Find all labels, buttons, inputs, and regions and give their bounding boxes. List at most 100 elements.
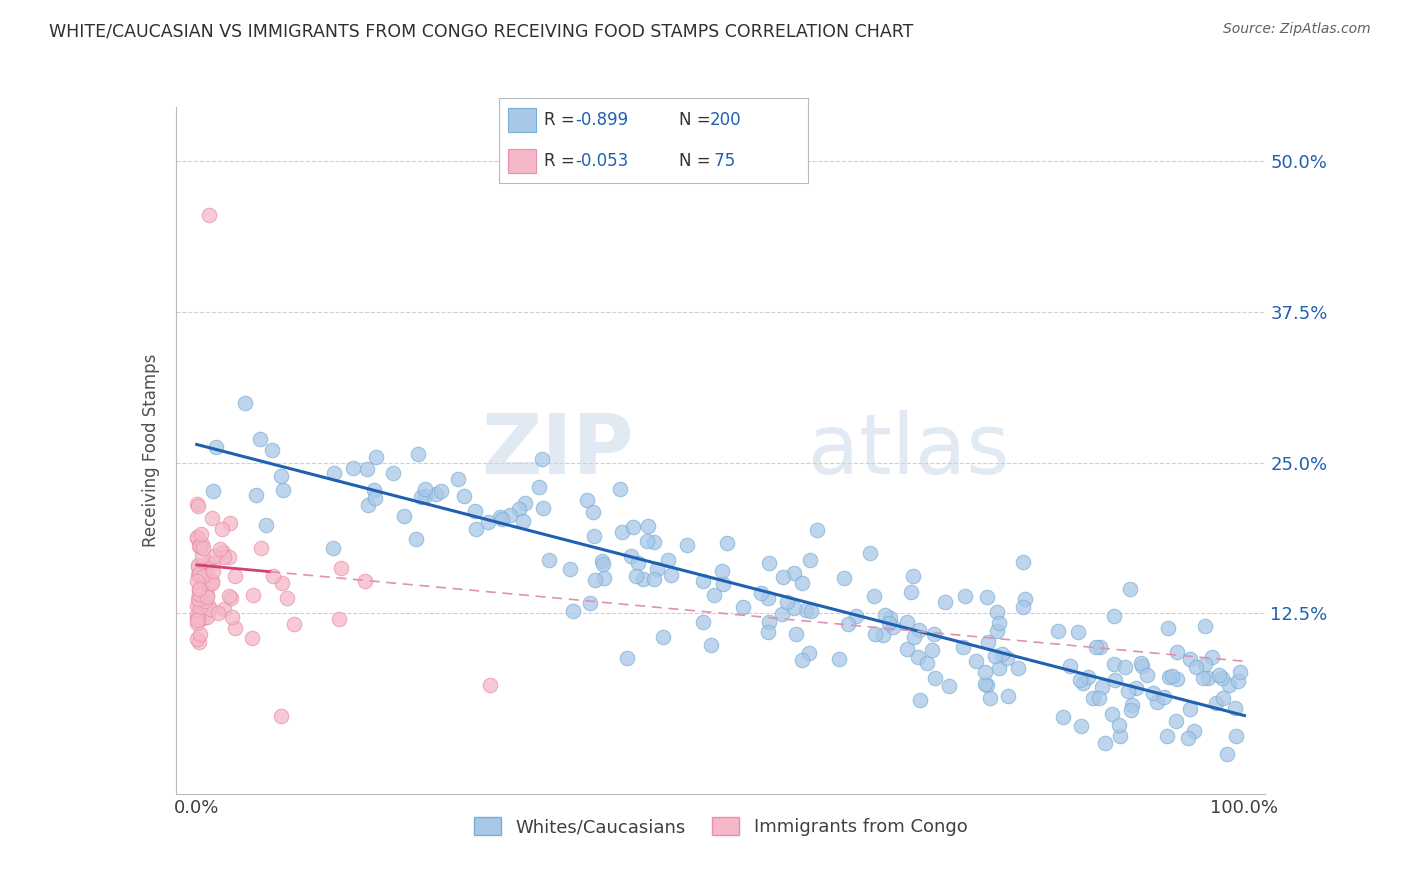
Point xyxy=(609,482,631,496)
Point xyxy=(692,615,714,629)
Point xyxy=(249,541,271,556)
Point xyxy=(1197,671,1219,685)
Point xyxy=(621,520,644,534)
Point xyxy=(1136,667,1159,681)
Point xyxy=(200,576,222,591)
Point xyxy=(1166,645,1188,659)
Point xyxy=(1208,668,1230,682)
Point xyxy=(531,500,554,515)
Point xyxy=(186,611,208,625)
Point xyxy=(1104,608,1126,623)
Point xyxy=(513,496,536,510)
Point xyxy=(186,616,208,631)
Point xyxy=(1104,673,1126,687)
Point xyxy=(733,600,755,615)
Point xyxy=(997,689,1019,703)
Point xyxy=(214,602,236,616)
Point xyxy=(186,599,208,613)
Point xyxy=(328,612,350,626)
Point xyxy=(877,615,900,630)
Point xyxy=(447,472,470,486)
Point xyxy=(193,541,215,555)
Point xyxy=(186,530,208,544)
Point xyxy=(1108,729,1130,743)
Point xyxy=(233,396,256,410)
Point xyxy=(212,545,235,559)
Point xyxy=(610,524,633,539)
Point xyxy=(1121,698,1143,712)
Point xyxy=(342,460,364,475)
Point xyxy=(537,552,560,566)
Point xyxy=(973,677,995,691)
Point xyxy=(637,519,659,533)
Point xyxy=(1116,684,1139,698)
Point xyxy=(1077,670,1099,684)
Point xyxy=(1087,691,1109,706)
Point xyxy=(1130,659,1153,673)
Point xyxy=(794,603,817,617)
Point xyxy=(191,611,214,625)
Point xyxy=(692,574,714,588)
Point xyxy=(270,708,292,723)
Text: N =: N = xyxy=(679,112,716,129)
Point xyxy=(758,615,780,629)
Point xyxy=(188,587,211,601)
Point xyxy=(262,443,284,458)
Point xyxy=(1081,691,1104,706)
Point xyxy=(619,549,641,563)
Point xyxy=(187,591,209,606)
Point xyxy=(1157,621,1180,635)
Point xyxy=(896,615,918,629)
Point xyxy=(187,567,209,582)
Point xyxy=(749,586,772,600)
Text: 75: 75 xyxy=(710,152,735,169)
Point xyxy=(837,616,859,631)
Point xyxy=(645,562,668,576)
Point xyxy=(863,589,886,603)
Point xyxy=(366,450,388,464)
Point xyxy=(1201,650,1223,665)
Point xyxy=(1052,710,1074,724)
Text: WHITE/CAUCASIAN VS IMMIGRANTS FROM CONGO RECEIVING FOOD STAMPS CORRELATION CHART: WHITE/CAUCASIAN VS IMMIGRANTS FROM CONGO… xyxy=(49,22,914,40)
Point xyxy=(198,599,221,614)
Point xyxy=(711,564,734,578)
Point xyxy=(211,522,233,536)
Point xyxy=(756,591,779,605)
Point xyxy=(711,576,734,591)
Point xyxy=(188,568,211,582)
Point xyxy=(276,591,298,606)
Point xyxy=(582,505,605,519)
Point xyxy=(357,499,380,513)
Point xyxy=(832,571,855,585)
Point xyxy=(202,549,225,563)
Point xyxy=(187,500,209,514)
Point xyxy=(986,605,1008,619)
Point xyxy=(1216,747,1239,762)
Point xyxy=(1059,659,1081,673)
Point xyxy=(1185,659,1208,673)
Point xyxy=(979,690,1001,705)
Point xyxy=(354,574,377,588)
Point xyxy=(1156,729,1178,743)
Point xyxy=(195,591,218,605)
Point xyxy=(924,671,946,685)
Point xyxy=(592,558,614,572)
Point xyxy=(783,600,806,615)
Point xyxy=(643,572,665,586)
Point xyxy=(558,562,581,576)
Point xyxy=(797,646,820,660)
Text: N =: N = xyxy=(679,152,716,169)
Point xyxy=(364,491,387,505)
Point xyxy=(1101,706,1123,721)
Point xyxy=(659,568,682,582)
Point xyxy=(965,654,987,668)
Point xyxy=(872,628,894,642)
Point xyxy=(499,508,522,523)
Point xyxy=(477,515,499,529)
Point xyxy=(758,624,780,639)
Point xyxy=(1067,624,1090,639)
Point xyxy=(908,623,931,637)
Point xyxy=(224,621,246,635)
Point xyxy=(429,483,451,498)
Point xyxy=(1157,670,1180,684)
